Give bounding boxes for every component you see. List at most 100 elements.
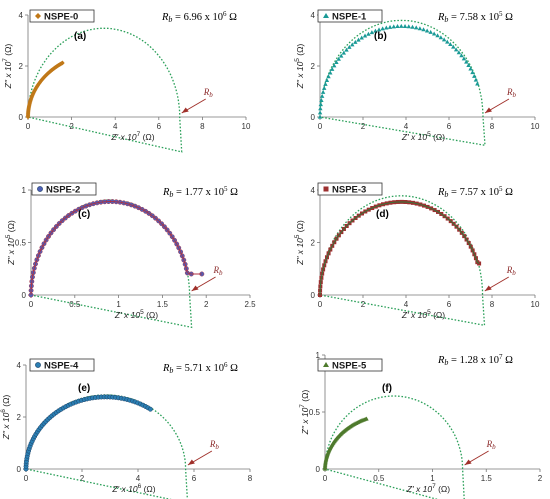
x-tick-label: 6 <box>192 474 197 483</box>
data-point <box>406 24 411 29</box>
data-point <box>461 56 467 61</box>
data-point <box>448 42 453 47</box>
data-point <box>344 47 349 52</box>
y-axis-label: Z" x 105 (Ω) <box>294 44 305 90</box>
x-tick-label: 1 <box>116 300 121 309</box>
data-point <box>391 24 396 29</box>
legend-box <box>31 182 97 196</box>
y-tick-label: 0 <box>311 113 316 122</box>
rb-arrowhead <box>484 285 492 291</box>
y-tick-label: 1 <box>316 351 321 360</box>
panel-label: (c) <box>78 209 90 220</box>
x-tick-label: 4 <box>404 122 409 131</box>
y-tick-label: 0.5 <box>15 239 27 248</box>
panel-2: 0 2 4 6 8 10 0 2 4 Rb NSPE-1 Rb = 7.58 x 105 Ω (b) Z'… <box>294 9 540 147</box>
x-tick-label: 8 <box>490 122 495 131</box>
data-point <box>338 53 344 58</box>
legend-marker <box>37 186 43 192</box>
x-tick-label: 0 <box>29 300 34 309</box>
x-tick-label: 2 <box>80 474 85 483</box>
data-point <box>380 26 385 31</box>
data-point <box>373 28 378 33</box>
data-point <box>438 35 444 40</box>
y-axis-label: Z" x 107 (Ω) <box>299 390 310 436</box>
legend-marker <box>323 13 329 18</box>
legend-label: NSPE-1 <box>332 12 367 23</box>
y-tick-label: 0 <box>311 291 316 300</box>
y-tick-label: 0 <box>19 113 24 122</box>
panel-label: (b) <box>374 31 387 42</box>
panel-6: 0 0.5 1 1.5 2 0 0.5 1 Rb NSPE-5 Rb = 1.28 x 107 Ω (… <box>299 351 543 499</box>
x-tick-label: 0 <box>318 300 323 309</box>
y-tick-label: 4 <box>19 11 24 20</box>
data-point <box>353 39 358 44</box>
rb-arrowhead <box>464 459 472 465</box>
x-tick-label: 10 <box>531 300 540 309</box>
data-point <box>147 406 153 412</box>
legend-box <box>29 9 95 23</box>
rb-arrow-label: Rb <box>486 439 497 451</box>
panel-label: (a) <box>74 31 86 42</box>
y-axis-label: Z" x 107 (Ω) <box>2 44 13 90</box>
x-tick-label: 8 <box>490 300 495 309</box>
x-tick-label: 4 <box>136 474 141 483</box>
data-point <box>359 35 364 40</box>
fit-semicircle <box>27 27 183 153</box>
data-series-NSPE-1 <box>317 23 480 119</box>
legend-box <box>317 182 383 196</box>
data-point <box>364 416 369 421</box>
data-series-NSPE-4 <box>23 394 153 472</box>
data-point <box>424 28 430 33</box>
y-tick-label: 0 <box>17 465 22 474</box>
x-axis-label: Z' x 105 (Ω) <box>401 131 445 142</box>
data-point <box>60 60 65 66</box>
x-tick-label: 10 <box>242 122 251 131</box>
data-point <box>399 23 404 28</box>
legend-marker <box>323 186 329 192</box>
data-point <box>417 26 423 31</box>
legend-label: NSPE-3 <box>332 185 366 196</box>
x-tick-label: 4 <box>113 122 118 131</box>
rb-value: Rb = 6.96 x 106 Ω <box>161 10 237 24</box>
data-point <box>347 44 352 49</box>
legend: NSPE-4 <box>29 358 95 372</box>
data-point <box>317 110 323 115</box>
data-point <box>376 27 382 32</box>
x-tick-label: 6 <box>447 122 452 131</box>
data-series-NSPE-0 <box>25 60 65 120</box>
legend-label: NSPE-4 <box>44 361 79 372</box>
data-point <box>387 24 393 29</box>
data-series-NSPE-2 <box>28 199 205 298</box>
data-point <box>334 60 339 65</box>
data-point <box>318 106 323 111</box>
x-tick-label: 0 <box>26 122 31 131</box>
data-series-NSPE-5 <box>322 416 369 471</box>
x-axis-label: Z' x 105 (Ω) <box>401 309 445 320</box>
x-tick-label: 0 <box>24 474 29 483</box>
rb-value: Rb = 7.58 x 105 Ω <box>437 10 513 24</box>
data-point <box>456 50 462 55</box>
x-axis-label: Z' x 106 (Ω) <box>111 483 155 494</box>
x-tick-label: 0.5 <box>373 474 385 483</box>
x-tick-label: 10 <box>531 122 540 131</box>
legend-label: NSPE-2 <box>46 185 80 196</box>
legend-box <box>317 9 383 23</box>
data-point <box>435 33 440 38</box>
x-tick-label: 4 <box>404 300 409 309</box>
data-point <box>320 89 326 94</box>
x-tick-label: 2 <box>69 122 74 131</box>
fit-semicircle <box>319 195 486 327</box>
data-point <box>410 24 415 29</box>
data-point <box>341 50 346 55</box>
x-tick-label: 0 <box>318 122 323 131</box>
rb-arrowhead <box>181 107 189 113</box>
fit-semicircle <box>319 19 486 147</box>
data-point <box>328 70 333 75</box>
panel-label: (e) <box>78 383 90 394</box>
y-tick-label: 0 <box>22 291 27 300</box>
data-point <box>464 59 469 64</box>
data-point <box>441 37 447 42</box>
data-point <box>414 25 419 30</box>
x-tick-label: 2 <box>361 300 366 309</box>
